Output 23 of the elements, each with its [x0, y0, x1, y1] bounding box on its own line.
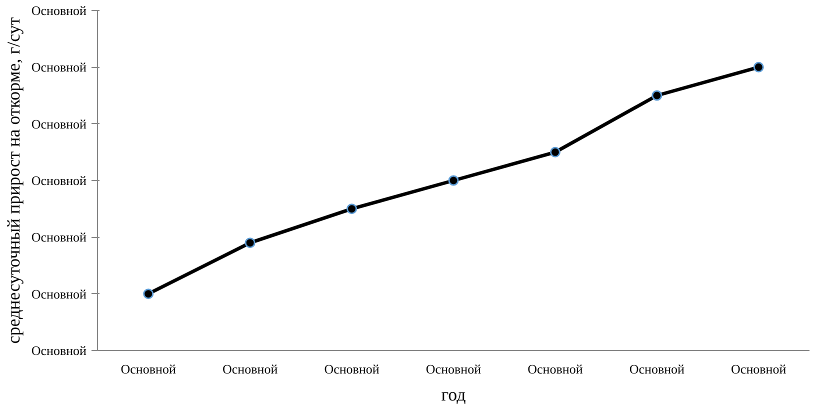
- point: [753, 62, 764, 72]
- x-tick-label: Основной: [120, 362, 176, 376]
- text: Основной: [31, 230, 87, 245]
- text: Основной: [31, 286, 87, 302]
- y-axis-title: среднесуточный прирост на откорме, г/сут: [3, 17, 24, 344]
- point: [244, 238, 256, 248]
- text: Основной: [31, 116, 87, 132]
- point: [143, 288, 154, 300]
- x-axis-title: год: [441, 384, 466, 404]
- text: Основной: [31, 60, 87, 75]
- x-tick-label: Основной: [629, 362, 685, 376]
- point: [346, 204, 358, 214]
- x-tick-label: Основной: [324, 362, 380, 376]
- point: [550, 146, 560, 158]
- x-tick-label: Основной: [528, 362, 583, 376]
- x-tick-label: Основной: [426, 362, 482, 376]
- point: [652, 90, 662, 101]
- x-tick-label: Основной: [222, 362, 278, 376]
- x-tick-label: Основной: [731, 362, 786, 376]
- text: Основной: [31, 173, 87, 188]
- text: Основной: [31, 343, 87, 358]
- point: [448, 175, 459, 186]
- text: Основной: [31, 3, 87, 18]
